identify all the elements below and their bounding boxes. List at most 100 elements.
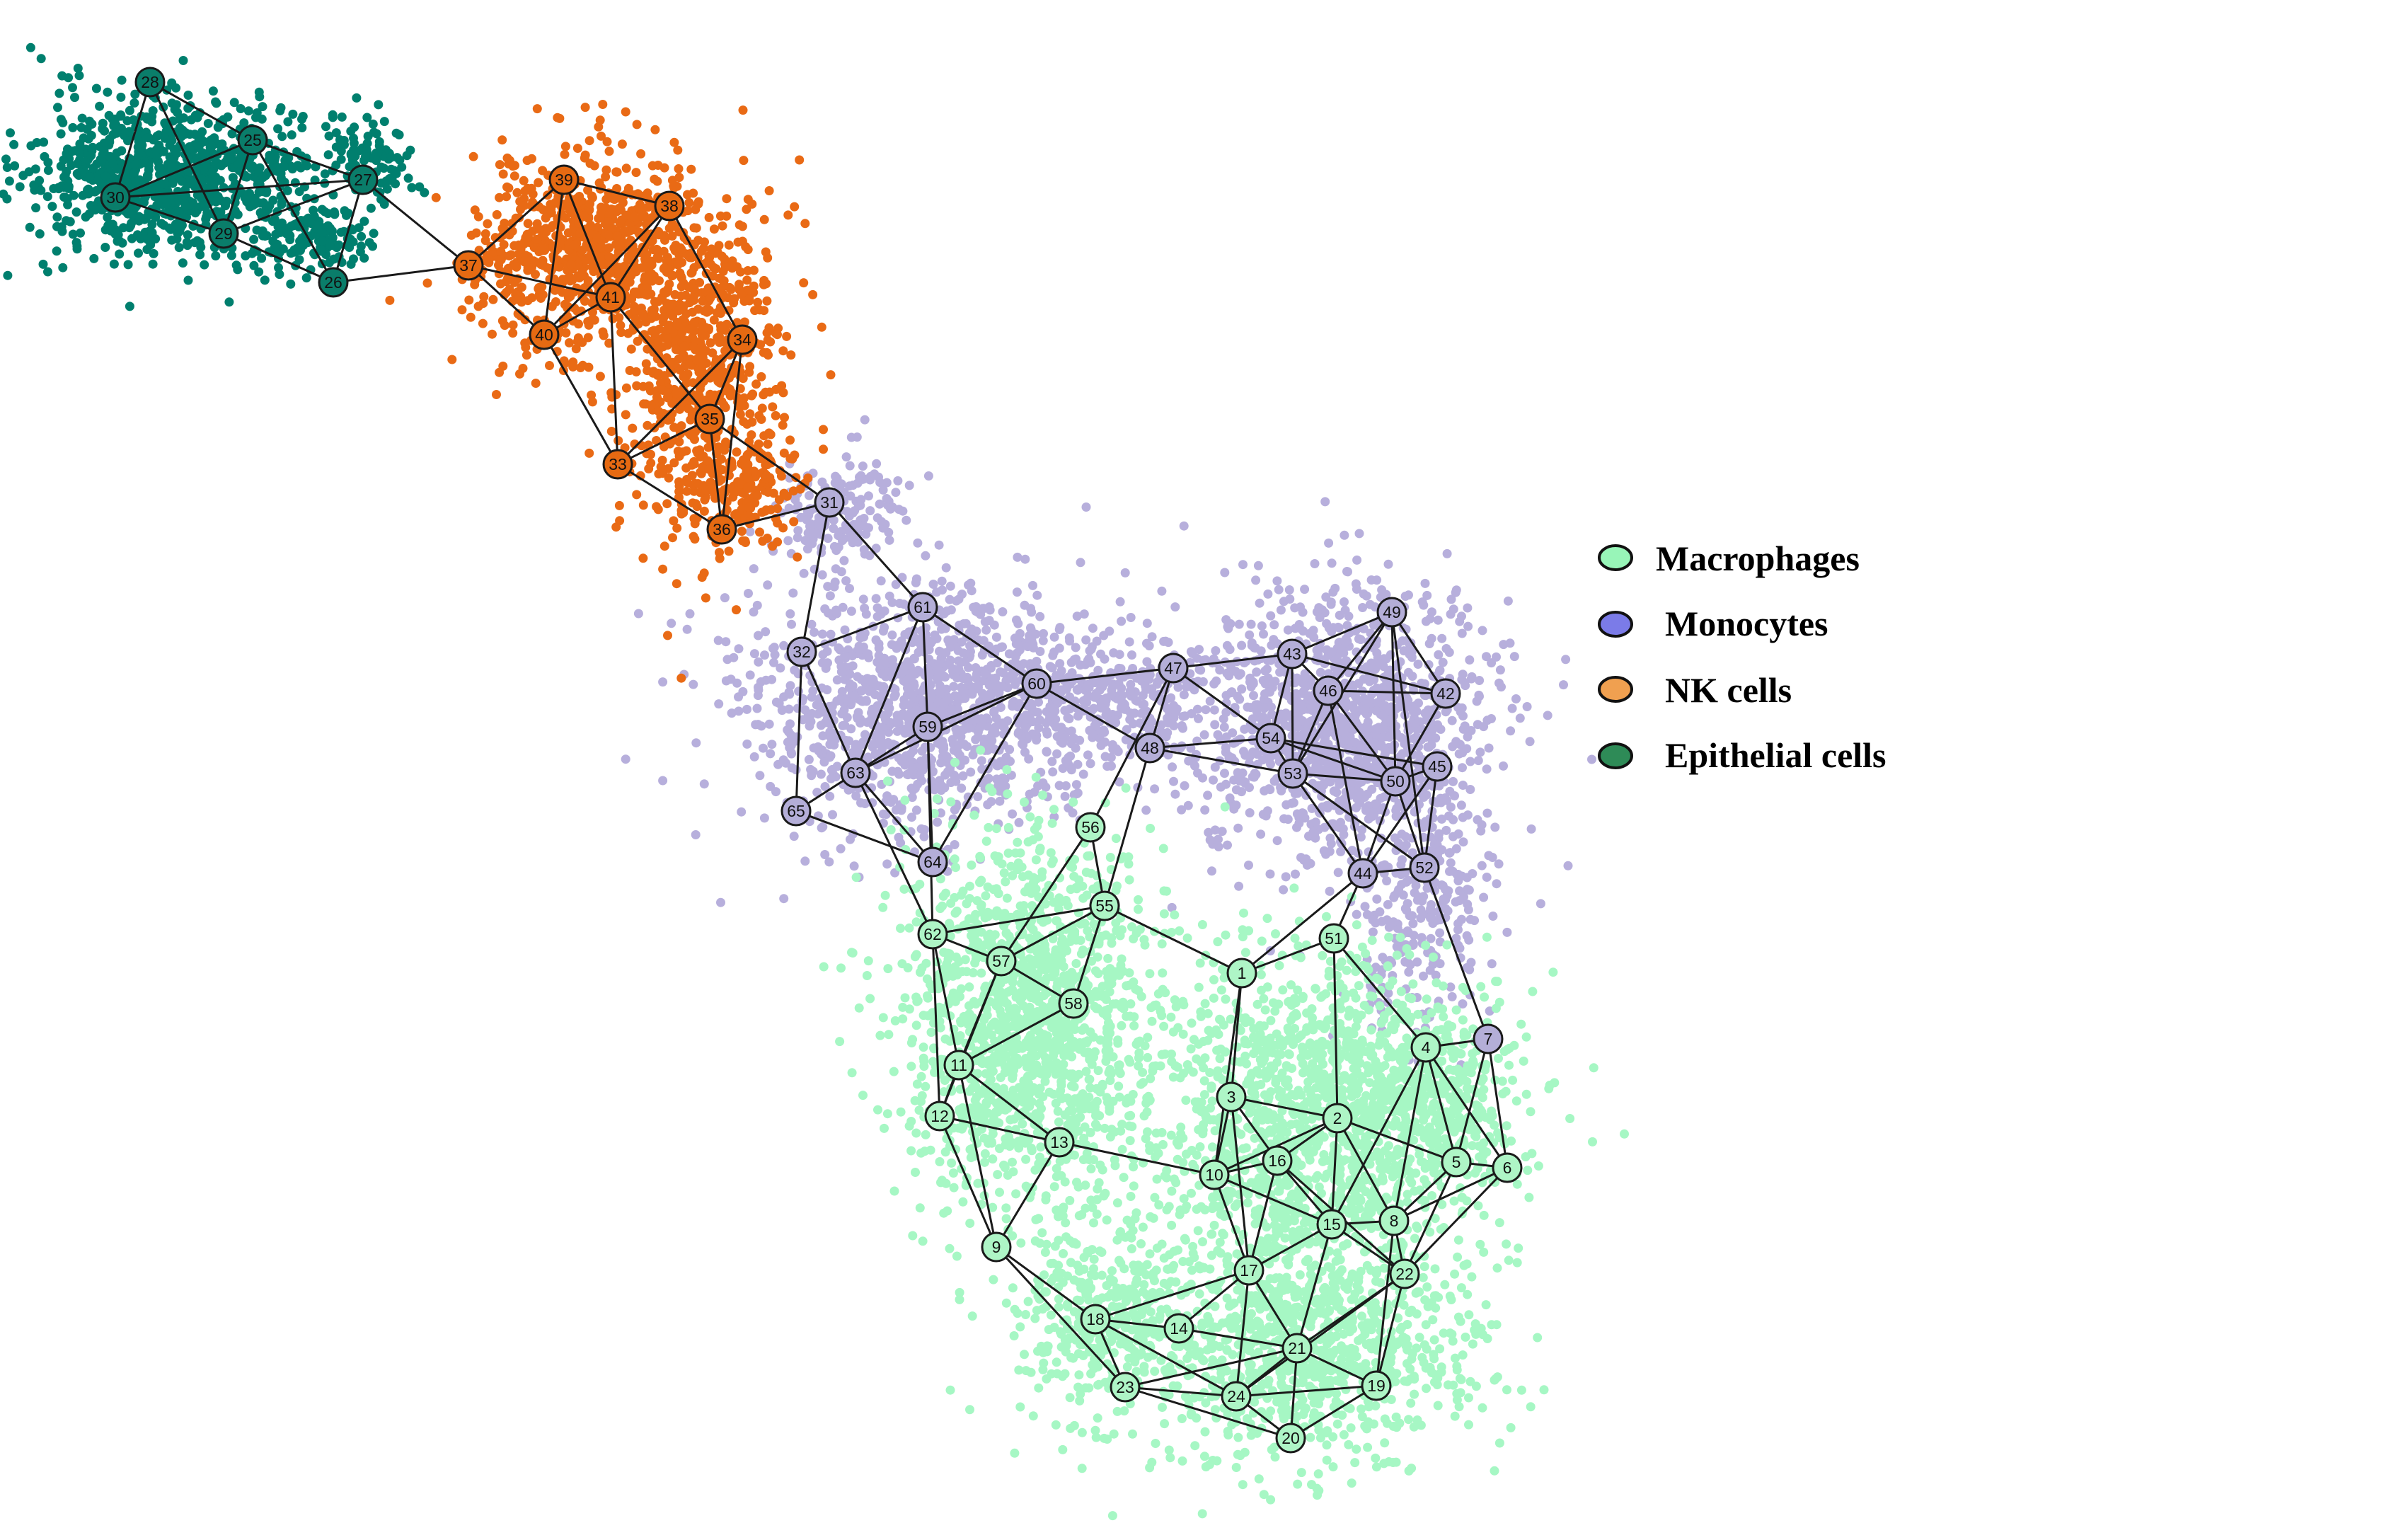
cell-point-mac — [1030, 1008, 1039, 1018]
cell-point-mono — [888, 655, 897, 665]
cell-point-mono — [1051, 722, 1061, 732]
cell-point-mono — [1457, 611, 1466, 621]
cell-point-mac — [981, 837, 991, 846]
cell-point-mono — [1368, 915, 1378, 925]
cell-point-mono — [1357, 825, 1367, 834]
cell-point-mono — [1069, 790, 1079, 800]
cell-point-mono — [1371, 724, 1381, 734]
cell-point-mono — [1401, 832, 1410, 841]
cell-point-mono — [1447, 715, 1457, 725]
cell-point-mono — [1265, 753, 1274, 763]
cell-point-mono — [949, 682, 959, 691]
cell-point-mono — [1221, 691, 1231, 701]
cell-point-mono — [1477, 861, 1487, 870]
cell-point-mono — [1413, 660, 1423, 669]
cell-point-mac — [1143, 1052, 1153, 1062]
cell-point-mono — [1453, 876, 1463, 885]
cell-point-mac — [1091, 1004, 1101, 1013]
cell-point-mono — [1420, 578, 1430, 588]
cell-point-mono — [986, 797, 996, 807]
cell-point-mono — [1220, 769, 1229, 778]
cell-point-mono — [1085, 646, 1095, 655]
cell-point-mono — [1237, 640, 1247, 650]
cell-point-mono — [935, 681, 945, 691]
cell-point-mono — [913, 538, 923, 548]
cell-point-mono — [1061, 781, 1071, 791]
cell-point-mono — [1453, 925, 1463, 935]
cell-point-mono — [779, 894, 789, 904]
cell-point-mono — [852, 432, 862, 442]
cell-point-mac — [981, 1100, 991, 1110]
cell-point-mono — [1285, 594, 1295, 604]
cell-point-mono — [1381, 747, 1391, 757]
cell-point-mac — [995, 1188, 1004, 1197]
cell-point-mac — [991, 824, 1001, 834]
cell-point-mono — [1403, 928, 1413, 938]
cell-point-mono — [1438, 881, 1448, 890]
cell-point-mono — [1266, 611, 1276, 621]
cell-point-mono — [1497, 682, 1506, 692]
cell-point-mono — [1445, 866, 1454, 876]
cell-point-mono — [882, 494, 892, 503]
cell-point-mono — [1023, 642, 1032, 652]
cell-point-mono — [1142, 619, 1152, 628]
cell-point-mac — [1089, 1155, 1098, 1165]
cell-point-mono — [877, 744, 887, 754]
cell-point-mac — [1122, 1215, 1132, 1225]
cell-point-mono — [1339, 728, 1349, 738]
cell-point-mono — [1396, 870, 1406, 880]
cell-point-mono — [816, 720, 826, 730]
cell-point-mono — [907, 812, 916, 822]
cell-point-mono — [942, 752, 952, 762]
cell-point-mac — [950, 757, 960, 767]
cell-point-mac — [1122, 1011, 1131, 1021]
cell-point-mono — [1209, 775, 1218, 785]
cell-point-mono — [872, 459, 882, 469]
cell-point-mono — [1248, 679, 1258, 689]
cell-point-mono — [878, 523, 888, 533]
cell-point-mono — [1269, 677, 1279, 686]
cell-point-mono — [1463, 905, 1473, 914]
cell-point-mono — [1482, 808, 1492, 818]
cell-point-mono — [1482, 873, 1492, 882]
cell-point-mono — [1052, 749, 1062, 759]
cell-point-mono — [932, 587, 942, 597]
cell-point-mac — [911, 992, 921, 1002]
cell-point-mac — [1085, 1083, 1095, 1093]
cell-point-mac — [889, 1186, 899, 1196]
cell-point-mac — [878, 902, 888, 912]
cell-point-mac — [1021, 1054, 1030, 1064]
cell-point-mono — [1396, 860, 1406, 870]
cell-point-mono — [843, 696, 853, 706]
cell-point-mac — [1060, 1369, 1070, 1379]
cell-point-mac — [987, 787, 997, 796]
cell-point-mac — [1086, 868, 1096, 878]
cell-point-mono — [1071, 654, 1081, 664]
cell-point-mac — [985, 1076, 995, 1086]
cell-point-mac — [1136, 992, 1146, 1001]
cell-point-mono — [1163, 728, 1173, 737]
cell-point-mono — [1487, 714, 1496, 723]
cell-point-mac — [1035, 1098, 1044, 1108]
cell-point-mono — [1014, 817, 1024, 827]
cell-point-mac — [1071, 959, 1081, 968]
cell-point-mono — [1180, 781, 1189, 791]
cell-point-mac — [1052, 1357, 1061, 1367]
cell-point-mono — [956, 682, 966, 692]
cell-point-mac — [903, 963, 913, 972]
cell-point-mono — [1256, 829, 1266, 839]
cell-point-mac — [945, 949, 955, 959]
cell-point-mono — [1122, 725, 1131, 735]
cell-point-mono — [831, 564, 841, 574]
cell-point-mono — [1477, 626, 1487, 636]
cell-point-mac — [1114, 1081, 1124, 1091]
cell-point-mac — [1042, 1301, 1052, 1311]
cell-point-mac — [1001, 1214, 1011, 1224]
cell-point-mono — [977, 718, 987, 728]
cell-point-mono — [1457, 628, 1467, 638]
cell-point-mac — [1029, 885, 1038, 895]
cell-point-mono — [1423, 742, 1433, 752]
cell-point-mono — [1398, 636, 1407, 646]
cell-point-mono — [1487, 959, 1497, 969]
cell-point-mono — [1068, 808, 1078, 818]
